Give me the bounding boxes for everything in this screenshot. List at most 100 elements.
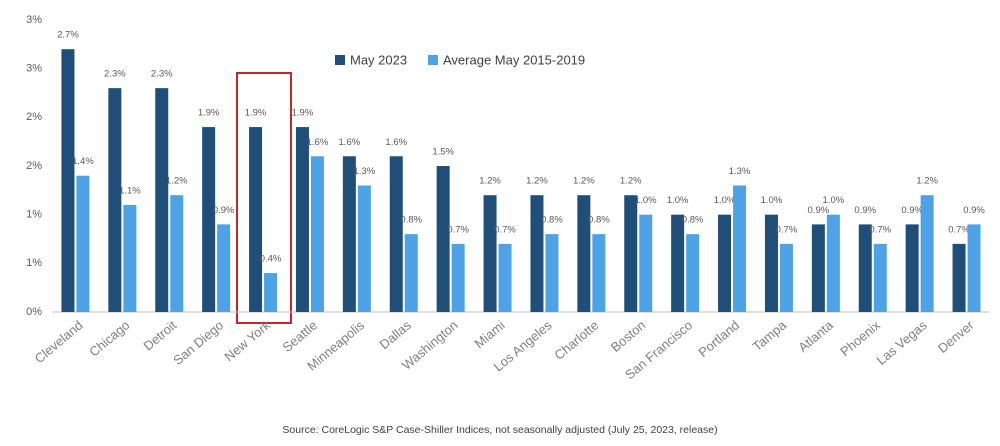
bar xyxy=(76,175,90,312)
x-tick-label: Denver xyxy=(935,317,977,356)
bar xyxy=(217,224,231,312)
bar xyxy=(952,243,966,312)
legend-label: May 2023 xyxy=(350,52,407,67)
value-label: 0.8% xyxy=(682,215,704,226)
bar xyxy=(530,195,544,312)
x-tick-label: Tampa xyxy=(750,317,790,354)
value-label: 0.7% xyxy=(494,224,516,235)
bar xyxy=(545,234,559,312)
legend-swatch xyxy=(335,55,345,65)
value-label: 1.9% xyxy=(198,108,220,119)
x-tick-label: Phoenix xyxy=(837,317,883,359)
value-label: 0.8% xyxy=(400,215,422,226)
bar xyxy=(451,243,465,312)
y-tick-label: 3% xyxy=(26,14,42,26)
value-label: 1.0% xyxy=(823,195,845,206)
value-label: 0.9% xyxy=(213,205,235,216)
bar xyxy=(483,195,497,312)
value-label: 2.3% xyxy=(104,69,126,80)
value-label: 1.2% xyxy=(916,176,938,187)
bar xyxy=(624,195,638,312)
source-note: Source: CoreLogic S&P Case-Shiller Indic… xyxy=(282,424,717,436)
legend-swatch xyxy=(428,55,438,65)
bar xyxy=(779,243,793,312)
value-label: 1.6% xyxy=(385,137,407,148)
x-tick-label: Miami xyxy=(471,317,507,351)
bar xyxy=(967,224,981,312)
bar xyxy=(155,88,169,312)
x-tick-label: Detroit xyxy=(140,317,179,353)
bar xyxy=(905,224,919,312)
value-label: 1.9% xyxy=(292,108,314,119)
bar xyxy=(718,214,732,312)
value-label: 1.0% xyxy=(714,195,736,206)
bar xyxy=(592,234,606,312)
x-tick-label: Atlanta xyxy=(795,317,836,355)
bar xyxy=(436,166,450,312)
bar xyxy=(249,127,263,312)
bar xyxy=(61,49,75,312)
bar xyxy=(671,214,685,312)
bar xyxy=(108,88,122,312)
bar xyxy=(639,214,653,312)
y-tick-label: 3% xyxy=(26,63,42,75)
bar xyxy=(873,243,887,312)
y-tick-label: 0% xyxy=(26,306,42,318)
y-tick-label: 1% xyxy=(26,257,42,269)
value-label: 1.0% xyxy=(667,195,689,206)
x-tick-label: Las Vegas xyxy=(874,317,931,368)
bar xyxy=(686,234,700,312)
value-label: 0.7% xyxy=(447,224,469,235)
x-tick-label: New York xyxy=(221,317,273,364)
bar xyxy=(826,214,840,312)
bar xyxy=(342,156,356,312)
value-label: 1.3% xyxy=(729,166,751,177)
value-label: 1.2% xyxy=(573,176,595,187)
value-label: 1.2% xyxy=(166,176,188,187)
bar xyxy=(357,185,371,312)
bar xyxy=(577,195,591,312)
value-label: 1.0% xyxy=(635,195,657,206)
bar xyxy=(123,204,137,312)
x-tick-label: Dallas xyxy=(377,317,415,352)
value-label: 1.0% xyxy=(761,195,783,206)
value-label: 1.2% xyxy=(620,176,642,187)
value-label: 2.7% xyxy=(57,30,79,41)
value-label: 0.9% xyxy=(901,205,923,216)
value-label: 0.9% xyxy=(808,205,830,216)
value-label: 0.8% xyxy=(541,215,563,226)
value-label: 0.7% xyxy=(776,224,798,235)
bar xyxy=(264,273,278,312)
x-tick-label: Chicago xyxy=(86,317,132,359)
value-label: 1.6% xyxy=(339,137,361,148)
value-label: 1.6% xyxy=(307,137,329,148)
value-label: 1.1% xyxy=(119,185,141,196)
bar xyxy=(733,185,747,312)
value-label: 0.7% xyxy=(948,224,970,235)
value-label: 1.2% xyxy=(526,176,548,187)
value-label: 1.2% xyxy=(479,176,501,187)
bar xyxy=(404,234,418,312)
value-label: 2.3% xyxy=(151,69,173,80)
y-tick-label: 2% xyxy=(26,111,42,123)
value-label: 1.9% xyxy=(245,108,267,119)
x-tick-label: Cleveland xyxy=(32,317,86,366)
bar xyxy=(811,224,825,312)
bar xyxy=(202,127,216,312)
bar xyxy=(295,127,309,312)
value-label: 0.8% xyxy=(588,215,610,226)
legend-label: Average May 2015-2019 xyxy=(443,52,585,67)
value-label: 1.5% xyxy=(432,147,454,158)
value-label: 1.4% xyxy=(72,156,94,167)
x-tick-label: Boston xyxy=(608,317,649,355)
bar xyxy=(764,214,778,312)
value-label: 0.9% xyxy=(963,205,985,216)
value-label: 0.9% xyxy=(854,205,876,216)
bar xyxy=(389,156,403,312)
x-tick-label: San Diego xyxy=(170,317,226,368)
bar xyxy=(310,156,324,312)
x-tick-label: Portland xyxy=(695,317,742,360)
value-label: 0.4% xyxy=(260,254,282,265)
y-tick-label: 1% xyxy=(26,209,42,221)
